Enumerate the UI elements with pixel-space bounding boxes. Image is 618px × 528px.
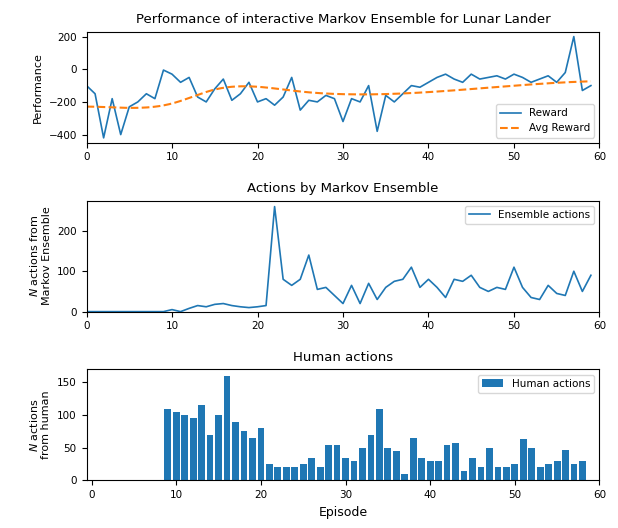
Bar <box>334 445 341 480</box>
Avg Reward <box>541 80 549 87</box>
Ensemble actions <box>587 272 595 278</box>
Y-axis label: $N$ actions from
Markov Ensemble: $N$ actions from Markov Ensemble <box>28 206 52 306</box>
Avg Reward <box>129 105 136 111</box>
Bar <box>224 376 231 480</box>
Ensemble actions <box>245 305 253 311</box>
Ensemble actions <box>408 264 415 270</box>
Title: Actions by Markov Ensemble: Actions by Markov Ensemble <box>247 182 439 195</box>
Bar <box>520 439 527 480</box>
Line: Reward: Reward <box>87 36 591 138</box>
Reward <box>237 91 244 97</box>
Bar <box>460 470 467 480</box>
Bar <box>181 415 188 480</box>
Bar <box>478 467 485 480</box>
Bar <box>359 448 366 480</box>
Bar <box>537 467 544 480</box>
Bar <box>215 415 222 480</box>
Bar <box>325 445 332 480</box>
Legend: Human actions: Human actions <box>478 374 595 393</box>
Title: Human actions: Human actions <box>293 351 393 364</box>
Bar <box>350 461 357 480</box>
Bar <box>368 435 375 480</box>
Reward <box>100 135 108 141</box>
Reward <box>83 82 90 89</box>
Title: Performance of interactive Markov Ensemble for Lunar Lander: Performance of interactive Markov Ensemb… <box>136 13 550 26</box>
Bar <box>384 448 391 480</box>
Bar <box>173 412 180 480</box>
Bar <box>258 428 265 480</box>
Bar <box>494 467 501 480</box>
Avg Reward <box>85 103 92 110</box>
Bar <box>300 464 307 480</box>
Line: Ensemble actions: Ensemble actions <box>87 206 591 312</box>
Bar <box>376 409 383 480</box>
Ensemble actions <box>228 303 235 309</box>
Ensemble actions <box>211 301 219 307</box>
Bar <box>198 406 205 480</box>
Bar <box>503 467 510 480</box>
Reward <box>408 82 415 89</box>
Bar <box>545 464 552 480</box>
Bar <box>249 438 256 480</box>
Avg Reward <box>510 82 517 89</box>
Bar <box>444 445 451 480</box>
Legend: Reward, Avg Reward: Reward, Avg Reward <box>496 104 595 138</box>
Avg Reward <box>83 103 90 110</box>
Ensemble actions <box>83 308 90 315</box>
Bar <box>393 451 400 480</box>
Bar <box>402 474 408 480</box>
Bar <box>427 461 434 480</box>
Bar <box>554 461 561 480</box>
Ensemble actions <box>168 306 176 313</box>
Bar <box>342 458 349 480</box>
Bar <box>528 448 535 480</box>
Bar <box>512 464 519 480</box>
Avg Reward <box>587 78 595 84</box>
Bar <box>579 461 586 480</box>
Bar <box>232 422 239 480</box>
Bar <box>452 442 459 480</box>
Reward <box>177 79 184 86</box>
Y-axis label: $N$ actions
from human: $N$ actions from human <box>28 391 51 459</box>
Bar <box>206 435 213 480</box>
Legend: Ensemble actions: Ensemble actions <box>465 206 595 224</box>
Y-axis label: Performance: Performance <box>33 52 43 122</box>
Bar <box>266 464 273 480</box>
Bar <box>410 438 417 480</box>
Bar <box>283 467 290 480</box>
Reward <box>587 82 595 89</box>
Line: Avg Reward: Avg Reward <box>87 81 591 108</box>
Reward <box>263 96 270 102</box>
Bar <box>164 409 171 480</box>
X-axis label: Episode: Episode <box>318 506 368 518</box>
Reward <box>570 33 578 40</box>
Bar <box>469 458 476 480</box>
Reward <box>219 76 227 82</box>
Bar <box>570 464 577 480</box>
Bar <box>562 450 569 480</box>
Avg Reward <box>383 91 391 97</box>
Bar <box>274 467 281 480</box>
Bar <box>435 461 442 480</box>
Ensemble actions <box>254 304 261 310</box>
Bar <box>308 458 315 480</box>
Bar <box>291 467 298 480</box>
Avg Reward <box>385 91 392 97</box>
Reward <box>254 99 261 105</box>
Ensemble actions <box>271 203 278 210</box>
Bar <box>190 418 197 480</box>
Bar <box>317 467 323 480</box>
Bar <box>240 431 247 480</box>
Bar <box>486 448 493 480</box>
Bar <box>418 458 425 480</box>
Avg Reward <box>393 90 400 97</box>
